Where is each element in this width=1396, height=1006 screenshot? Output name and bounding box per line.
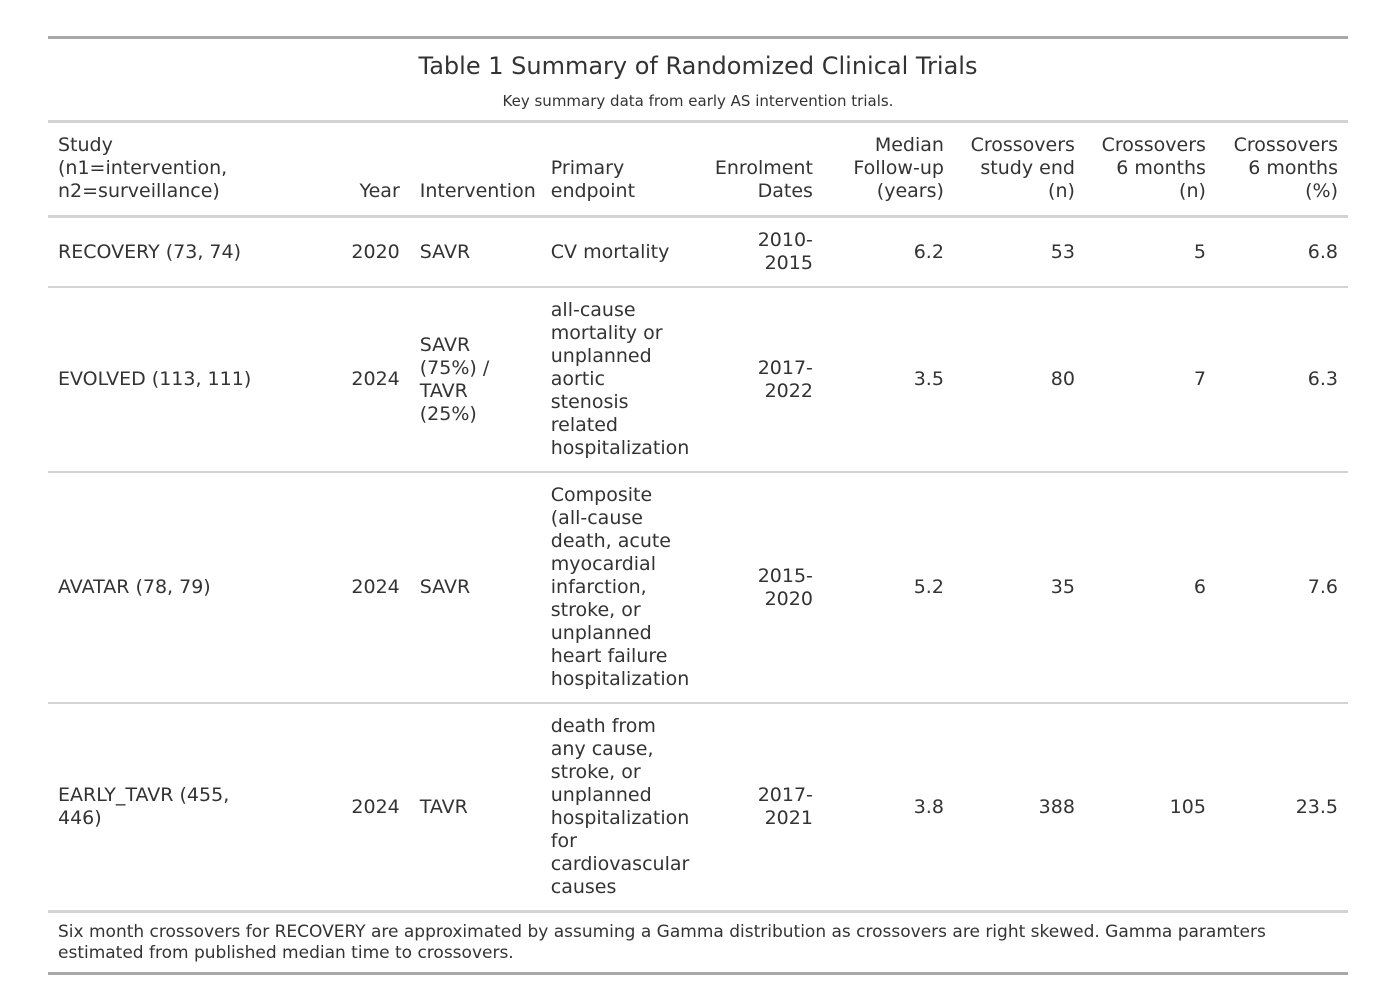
table-row: EVOLVED (113, 111) 2024 SAVR (75%) / TAVR (25… xyxy=(48,287,1348,473)
table-cell: 2017- 2022 xyxy=(702,287,823,473)
header-row: Study (n1=intervention, n2=surveillance) Ye… xyxy=(48,120,1348,218)
table-cell: EVOLVED (113, 111) xyxy=(48,287,340,473)
table-cell: 6.3 xyxy=(1215,287,1348,473)
table-cell: 7.6 xyxy=(1215,472,1348,704)
table-cell: 5 xyxy=(1084,216,1216,288)
table-title: Table 1 Summary of Randomized Clinical T… xyxy=(418,52,978,80)
trials-table: Study (n1=intervention, n2=surveillance) Ye… xyxy=(48,120,1348,913)
table-cell: 2010- 2015 xyxy=(702,216,823,288)
table-cell: all-cause mortality or unplanned aortic sten… xyxy=(540,287,702,473)
table-cell: 105 xyxy=(1084,703,1216,913)
table-body: RECOVERY (73, 74) 2020 SAVR CV mortality 201… xyxy=(48,216,1348,913)
table-cell: 2017- 2021 xyxy=(702,703,823,913)
table-cell: 2015- 2020 xyxy=(702,472,823,704)
table-cell: 2020 xyxy=(339,216,410,288)
table-row: EARLY_TAVR (455, 446) 2024 TAVR death from an… xyxy=(48,703,1348,913)
table-footnote: Six month crossovers for RECOVERY are ap… xyxy=(48,913,1348,975)
table-cell: CV mortality xyxy=(540,216,702,288)
column-header: Intervention xyxy=(409,120,541,218)
table-subtitle: Key summary data from early AS intervent… xyxy=(502,92,894,110)
column-header: Enrolment Dates xyxy=(702,120,823,218)
column-header: Year xyxy=(339,120,410,218)
summary-table-container: Table 1 Summary of Randomized Clinical T… xyxy=(48,36,1348,975)
table-cell: 23.5 xyxy=(1215,703,1348,913)
column-header: Study (n1=intervention, n2=surveillance) xyxy=(48,120,340,218)
table-cell: Composite (all-cause death, acute myocardia… xyxy=(540,472,702,704)
table-cell: 388 xyxy=(953,703,1085,913)
table-cell: 7 xyxy=(1084,287,1216,473)
table-cell: 5.2 xyxy=(822,472,954,704)
table-cell: RECOVERY (73, 74) xyxy=(48,216,340,288)
table-cell: AVATAR (78, 79) xyxy=(48,472,340,704)
table-cell: 3.5 xyxy=(822,287,954,473)
table-cell: 6 xyxy=(1084,472,1216,704)
column-header: Crossovers 6 months (n) xyxy=(1084,120,1216,218)
column-header: Crossovers study end (n) xyxy=(953,120,1085,218)
table-cell: 53 xyxy=(953,216,1085,288)
table-cell: 2024 xyxy=(339,472,410,704)
table-row: AVATAR (78, 79) 2024 SAVR Composite (all-cau… xyxy=(48,472,1348,704)
table-cell: 35 xyxy=(953,472,1085,704)
table-cell: 80 xyxy=(953,287,1085,473)
top-rule xyxy=(48,36,1348,39)
table-cell: SAVR xyxy=(409,216,541,288)
table-cell: 6.2 xyxy=(822,216,954,288)
table-cell: EARLY_TAVR (455, 446) xyxy=(48,703,340,913)
column-header: Median Follow-up (years) xyxy=(822,120,954,218)
table-cell: death from any cause, stroke, or unplanned h… xyxy=(540,703,702,913)
table-cell: SAVR (75%) / TAVR (25%) xyxy=(409,287,541,473)
table-cell: 6.8 xyxy=(1215,216,1348,288)
table-cell: SAVR xyxy=(409,472,541,704)
table-cell: 2024 xyxy=(339,287,410,473)
table-row: RECOVERY (73, 74) 2020 SAVR CV mortality 201… xyxy=(48,216,1348,288)
table-cell: 3.8 xyxy=(822,703,954,913)
table-cell: TAVR xyxy=(409,703,541,913)
table-cell: 2024 xyxy=(339,703,410,913)
column-header: Primary endpoint xyxy=(540,120,702,218)
column-header: Crossovers 6 months (%) xyxy=(1215,120,1348,218)
